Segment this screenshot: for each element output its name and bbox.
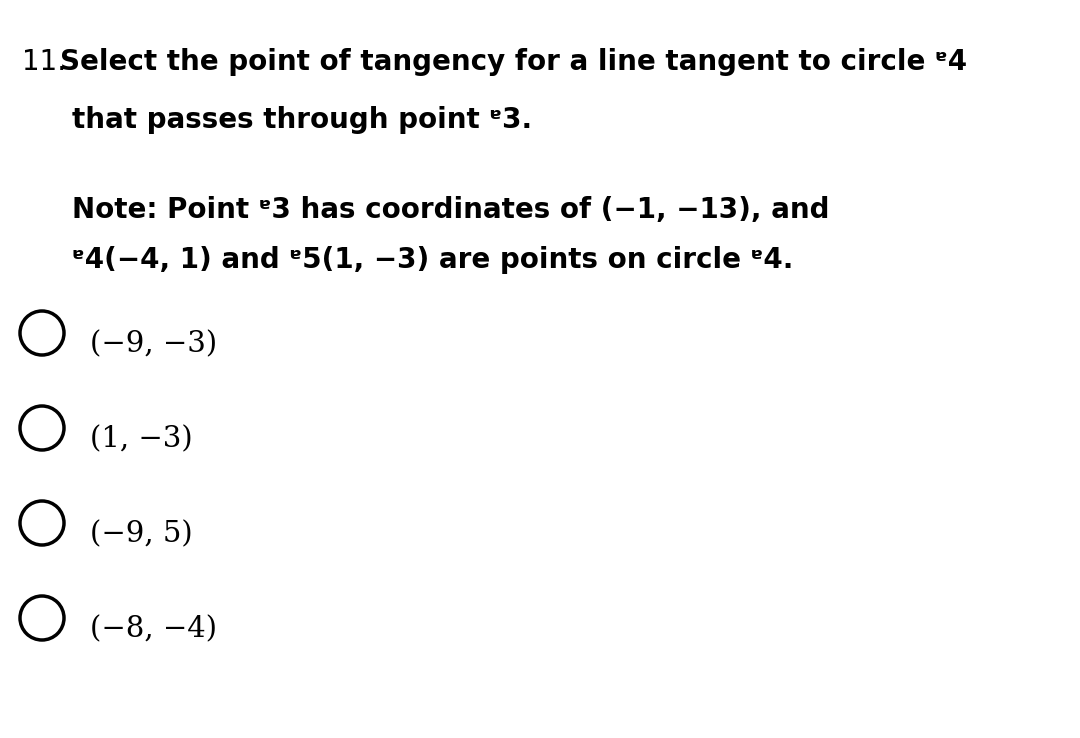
Text: (1, −3): (1, −3) <box>90 425 192 453</box>
Text: that passes through point ᵄ3.: that passes through point ᵄ3. <box>72 106 532 134</box>
Text: ᵄ4(−4, 1) and ᵄ5(1, −3) are points on circle ᵄ4.: ᵄ4(−4, 1) and ᵄ5(1, −3) are points on ci… <box>72 246 794 274</box>
Text: Note: Point ᵄ3 has coordinates of (−1, −13), and: Note: Point ᵄ3 has coordinates of (−1, −… <box>72 196 829 224</box>
Text: (−8, −4): (−8, −4) <box>90 615 217 643</box>
Text: (−9, −3): (−9, −3) <box>90 330 217 358</box>
Text: Select the point of tangency for a line tangent to circle ᵄ4: Select the point of tangency for a line … <box>60 48 967 76</box>
Text: 11.: 11. <box>22 48 75 76</box>
Text: (−9, 5): (−9, 5) <box>90 520 192 548</box>
